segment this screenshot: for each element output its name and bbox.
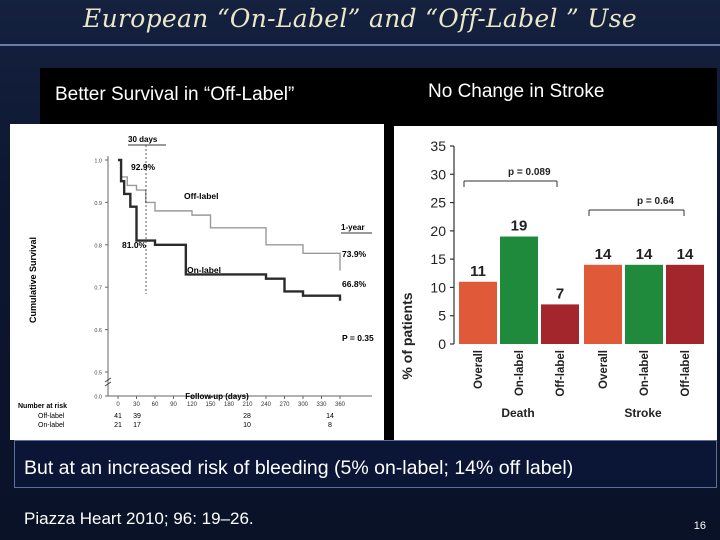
- bar: [666, 264, 704, 344]
- annotation-off-1y: 73.9%: [342, 249, 367, 259]
- km-y-tick-label: 0.7: [94, 286, 102, 292]
- bar-chart: % of patients 0 5 10 15 20 25 30 35 11 19 7 14 14 14…: [399, 138, 704, 420]
- annotation-on-30: 81.0%: [122, 240, 147, 250]
- at-risk-label-on: On-label: [38, 422, 65, 429]
- survival-chart: Cumulative Survival 0.0 0.5 0.6 0.7 0.8 0.9 1.…: [18, 135, 374, 429]
- bar-category-label: Off-label: [680, 350, 692, 397]
- at-risk-value: 17: [133, 422, 141, 429]
- series-line-off-label: [118, 159, 341, 271]
- km-x-tick-label: 150: [205, 402, 216, 408]
- at-risk-label-off: Off-label: [38, 413, 65, 420]
- km-y-tick-label: 0.9: [94, 201, 102, 207]
- km-x-tick-label: 30: [133, 402, 140, 408]
- bar-category-label: Overall: [473, 350, 485, 389]
- bar-y-tick-label: 0: [438, 336, 446, 352]
- label-off-label: Off-label: [184, 191, 218, 201]
- bar-plot-area: % of patients 0 5 10 15 20 25 30 35 11 19 7 14 14 14…: [394, 126, 717, 440]
- bar-value-label: 14: [595, 246, 612, 263]
- km-y-tick-label: 0.8: [94, 243, 102, 249]
- at-risk-value: 10: [243, 422, 251, 429]
- bar: [500, 236, 538, 344]
- bar: [459, 281, 497, 344]
- bleeding-note: But at an increased risk of bleeding (5%…: [24, 457, 574, 479]
- km-x-tick-label: 210: [242, 402, 253, 408]
- bar-value-label: 14: [677, 246, 694, 263]
- slide-title: European “On-Label” and “Off-Label ” Use: [83, 4, 637, 33]
- at-risk-value: 8: [328, 422, 332, 429]
- bar: [625, 264, 663, 344]
- at-risk-value: 21: [114, 422, 122, 429]
- at-risk-value: 39: [133, 413, 141, 420]
- km-x-tick-label: 90: [170, 402, 177, 408]
- bar-y-tick-label: 5: [438, 308, 446, 324]
- km-x-label: Follow-up (days): [185, 392, 249, 401]
- left-chart-header: Better Survival in “Off-Label”: [55, 84, 295, 105]
- series-line-on-label: [118, 158, 342, 301]
- right-chart-header: No Change in Stroke: [428, 81, 605, 102]
- km-y-tick-label: 1.0: [94, 159, 102, 165]
- survival-plot-area: Cumulative Survival 0.0 0.5 0.6 0.7 0.8 0.9 1.…: [10, 124, 384, 440]
- title-divider: [0, 44, 720, 46]
- annotation-30-days: 30 days: [128, 135, 158, 144]
- bar: [541, 304, 579, 344]
- bar-y-tick-label: 10: [430, 279, 446, 295]
- annotation-on-1y: 66.8%: [342, 279, 367, 289]
- km-x-tick-label: 180: [224, 402, 235, 408]
- km-y-tick-label: 0.5: [94, 371, 102, 377]
- p-value-left: P = 0.35: [342, 333, 374, 343]
- bar-y-tick-label: 30: [430, 166, 446, 182]
- bar-y-tick-label: 15: [430, 251, 446, 267]
- p-value-death: p = 0.089: [508, 167, 551, 178]
- km-y-tick-label: 0.0: [94, 395, 102, 401]
- km-y-tick-label: 0.6: [94, 328, 102, 334]
- p-value-stroke: p = 0.64: [637, 196, 674, 207]
- bar-y-tick-label: 35: [430, 138, 446, 154]
- bottom-band: [14, 440, 717, 488]
- km-x-tick-label: 240: [261, 402, 272, 408]
- bar-value-label: 7: [556, 285, 564, 302]
- km-x-tick-label: 0: [116, 402, 120, 408]
- at-risk-value: 28: [243, 413, 251, 420]
- bar-value-label: 11: [470, 263, 486, 280]
- group-label-death: Death: [501, 406, 534, 420]
- km-x-tick-label: 330: [316, 402, 327, 408]
- km-axis-break: [104, 377, 112, 387]
- km-y-label: Cumulative Survival: [28, 237, 38, 323]
- km-x-tick-label: 360: [335, 402, 346, 408]
- bar-y-tick-label: 25: [430, 195, 446, 211]
- label-on-label: On-label: [187, 265, 221, 275]
- at-risk-value: 14: [326, 413, 334, 420]
- km-x-tick-label: 300: [298, 402, 309, 408]
- bar: [584, 264, 622, 344]
- bar-value-label: 19: [511, 218, 528, 235]
- km-x-tick-label: 60: [152, 402, 159, 408]
- annotation-1-year: 1-year: [341, 223, 365, 232]
- bar-category-label: On-label: [514, 350, 526, 396]
- km-x-tick-label: 120: [187, 402, 198, 408]
- at-risk-value: 41: [114, 413, 122, 420]
- bar-category-label: Overall: [598, 350, 610, 389]
- bar-value-label: 14: [636, 246, 653, 263]
- bar-category-label: Off-label: [555, 350, 567, 397]
- annotation-off-30: 92.9%: [131, 162, 156, 172]
- bar-y-tick-label: 20: [430, 223, 446, 239]
- km-x-tick-label: 270: [279, 402, 290, 408]
- at-risk-title: Number at risk: [18, 403, 67, 410]
- citation: Piazza Heart 2010; 96: 19–26.: [24, 509, 254, 528]
- bar-category-label: On-label: [639, 350, 651, 396]
- group-label-stroke: Stroke: [624, 406, 662, 420]
- page-number: 16: [693, 520, 706, 532]
- bar-y-label: % of patients: [399, 292, 415, 379]
